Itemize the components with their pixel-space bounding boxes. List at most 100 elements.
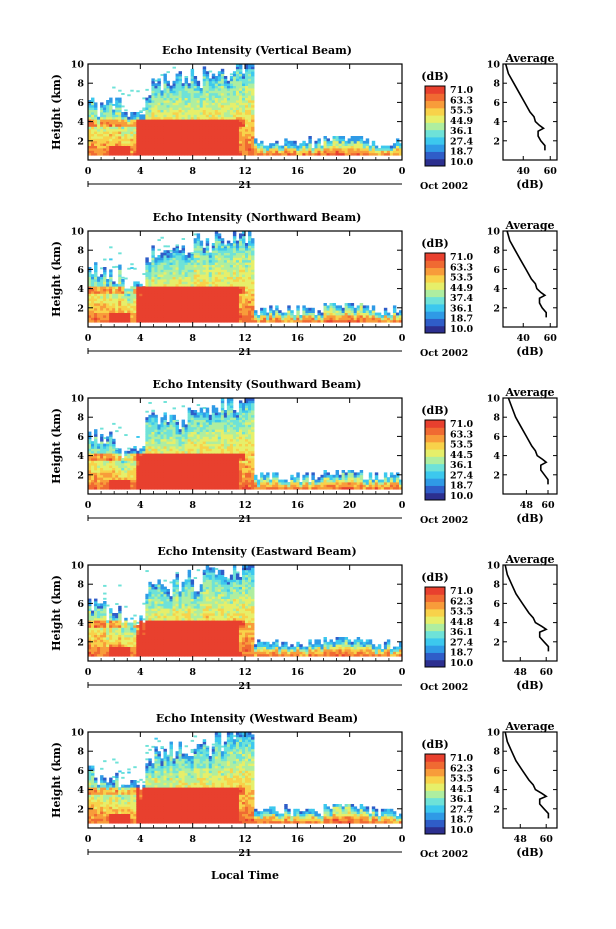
heatmap-cell [181,295,186,299]
heatmap-cell [202,288,207,292]
heatmap-cell [220,143,225,146]
heatmap-cell [284,312,288,316]
heatmap-cell [103,443,107,447]
heatmap-cell [232,310,237,313]
heatmap-cell [248,121,252,125]
heatmap-cell [181,85,186,89]
heatmap-cell [211,88,216,91]
heatmap-cell [196,114,201,118]
heatmap-cell [380,317,385,321]
heatmap-cell [241,274,246,277]
heatmap-cell [97,140,101,144]
heatmap-cell [163,412,167,416]
heatmap-cell [127,465,131,468]
heatmap-cell [196,140,201,144]
heatmap-cell [148,450,152,454]
heatmap-cell [163,109,167,113]
colorbar-segment [425,267,445,276]
heatmap-cell [124,119,128,122]
heatmap-cell [136,312,140,316]
heatmap-cell [103,317,107,321]
heatmap-cell [145,472,149,476]
heatmap-cell [166,90,170,94]
heatmap-cell [130,119,134,122]
heatmap-cell [100,319,104,323]
heatmap-cell [178,71,182,74]
heatmap-cell [142,152,146,156]
heatmap-cell [142,472,146,476]
heatmap-cell [88,486,92,490]
heatmap-cell [205,262,210,265]
heatmap-cell [97,124,101,127]
heatmap-cell [245,138,249,142]
heatmap-cell [169,472,173,476]
heatmap-cell [365,310,370,313]
heatmap-cell [163,107,167,110]
heatmap-cell [199,467,204,471]
heatmap-cell [208,460,213,464]
heatmap-cell [106,279,110,282]
heatmap-cell [199,90,204,94]
heatmap-cell [178,250,182,253]
heatmap-cell [208,426,213,430]
heatmap-cell [127,315,131,318]
heatmap-cell [166,145,170,149]
heatmap-cell [229,92,234,96]
heatmap-cell [353,138,358,142]
heatmap-cell [172,112,176,115]
heatmap-cell [178,128,182,132]
heatmap-cell [154,102,158,106]
heatmap-cell [100,477,104,480]
heatmap-cell [202,100,207,103]
heatmap-cell [172,288,176,292]
heatmap-cell [118,484,122,488]
heatmap-cell [133,119,137,122]
heatmap-cell [278,312,282,316]
heatmap-cell [184,148,189,151]
heatmap-cell [211,252,216,256]
heatmap-cell [238,286,243,289]
heatmap-cell [251,92,255,96]
heatmap-cell [238,119,243,122]
heatmap-cell [121,138,125,142]
heatmap-cell [94,429,98,432]
heatmap-cell [205,407,210,411]
heatmap-cell [160,267,164,270]
heatmap-cell [118,145,122,149]
heatmap-cell [181,279,186,282]
heatmap-cell [229,288,234,292]
heatmap-cell [184,293,189,297]
heatmap-cell [229,319,234,323]
heatmap-cell [398,152,403,156]
heatmap-cell [238,88,243,91]
heatmap-cell [329,305,333,309]
heatmap-cell [127,143,131,146]
heatmap-cell [157,303,161,306]
heatmap-cell [187,100,192,103]
heatmap-cell [184,286,189,289]
heatmap-cell [106,438,110,442]
heatmap-cell [130,312,134,316]
heatmap-cell [118,264,122,268]
heatmap-cell [208,276,213,280]
heatmap-cell [235,114,240,118]
heatmap-cell [362,148,367,151]
heatmap-cell [154,319,158,323]
colorbar-segment [425,325,445,334]
heatmap-cell [238,100,243,103]
heatmap-cell [220,136,225,139]
heatmap-cell [235,138,240,142]
heatmap-cell [181,116,186,120]
heatmap-cell [395,145,400,149]
heatmap-cell [238,243,243,246]
heatmap-cell [235,293,240,297]
heatmap-cell [100,312,104,316]
heatmap-cell [88,298,92,301]
heatmap-cell [193,150,198,154]
heatmap-cell [151,274,155,277]
heatmap-cell [217,305,222,309]
heatmap-cell [175,460,179,464]
heatmap-cell [251,100,255,103]
heatmap-cell [157,298,161,301]
heatmap-cell [97,281,101,285]
